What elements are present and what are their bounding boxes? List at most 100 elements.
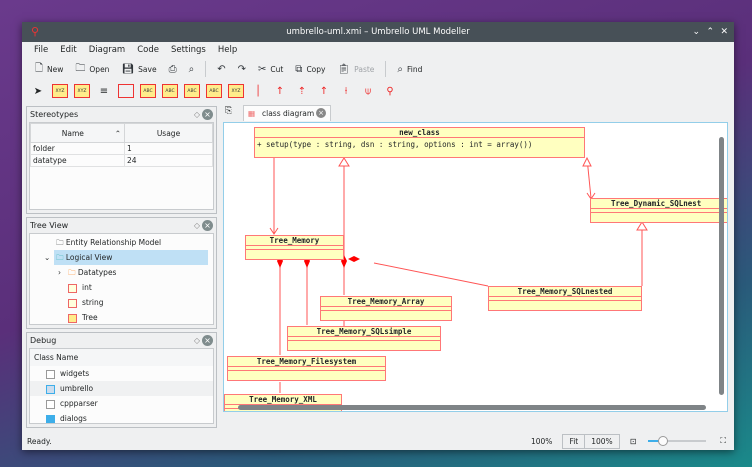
status-text: Ready. [27,436,52,446]
sort-icon: ⌃ [114,128,121,138]
fit-button[interactable]: Fit [562,433,586,449]
enum-icon[interactable]: ABC [184,84,200,98]
menu-diagram[interactable]: Diagram [88,45,126,55]
checkbox[interactable] [46,369,55,379]
tree-item-string[interactable]: string [30,295,213,310]
redo-icon: ↷ [237,63,246,75]
paste-button[interactable]: 📋︎ Paste [337,63,375,75]
debug-item-umbrello[interactable]: umbrello [30,381,213,396]
menu-help[interactable]: Help [217,45,238,55]
print-preview-button[interactable]: ⌕ [184,59,200,79]
diagram-canvas[interactable]: new_class + setup(type : string, dsn : st… [223,122,728,412]
class-tree-memory-sqlsimple[interactable]: Tree_Memory_SQLsimple [287,326,441,351]
checkbox[interactable] [46,399,55,409]
horizontal-scrollbar[interactable] [238,405,706,410]
box-icon[interactable] [118,84,134,98]
select-arrow-icon[interactable]: ➤ [33,85,43,97]
debug-dock: Debug ◇ × Class Name widgets umbrello cppp… [26,332,217,428]
float-icon[interactable]: ◇ [193,110,200,119]
class-tree-dynamic-sqlnested[interactable]: Tree_Dynamic_SQLnest [590,198,727,223]
class-icon[interactable]: XYZ [52,84,68,98]
checkbox[interactable] [46,384,55,394]
class-new-class[interactable]: new_class + setup(type : string, dsn : st… [254,127,585,158]
interface-icon[interactable]: ABC [140,84,156,98]
close-window-icon[interactable]: ✕ [720,27,728,37]
main-window: ⚲ umbrello-uml.xmi – Umbrello UML Modell… [22,22,734,450]
aggregation-icon[interactable]: ⍿ [344,85,348,97]
maximize-icon[interactable]: ⌃ [706,27,714,37]
table-row[interactable]: folder 1 [30,142,213,155]
composition-icon[interactable]: ⍦ [365,85,371,97]
menu-file[interactable]: File [34,45,49,55]
main-toolbar: 🗋 New 🗀 Open 💾︎ Save ⎙ ⌕ ↶ ↷ ✂ Cut ⧉ Copy 📋︎ P… [22,58,734,80]
close-dock-icon[interactable]: × [202,220,213,231]
close-tab-icon[interactable]: × [316,108,326,118]
datatype-icon[interactable]: ABC [162,84,178,98]
tree-item-int[interactable]: int [30,280,213,295]
expand-icon[interactable]: ⌄ [44,253,51,262]
undo-button[interactable]: ↶ [212,59,230,79]
tree-item-logical-view[interactable]: ⌄ 🗀 Logical View [44,250,208,265]
datatype-icon [68,298,77,308]
debug-item-cppparser[interactable]: cppparser [30,396,213,411]
menu-code[interactable]: Code [137,45,159,55]
debug-item-dialogs[interactable]: dialogs [30,411,213,423]
vertical-scrollbar[interactable] [719,137,724,395]
find-button[interactable]: ⌕ Find [397,63,423,75]
text-icon[interactable]: ≡ [99,85,109,97]
menu-edit[interactable]: Edit [60,45,77,55]
column-usage[interactable]: Usage [124,123,213,143]
new-button[interactable]: 🗋 New [30,59,68,79]
folder-icon: 🗀 [75,62,86,74]
debug-item-widgets[interactable]: widgets [30,366,213,381]
class-tree-memory-array[interactable]: Tree_Memory_Array [320,296,452,321]
generalization-arrow [636,221,648,231]
close-dock-icon[interactable]: × [202,109,213,120]
package-icon[interactable]: XYZ [74,84,90,98]
containment-icon[interactable]: ⚲ [386,85,394,97]
class-tree-memory-filesystem[interactable]: Tree_Memory_Filesystem [227,356,386,381]
float-icon[interactable]: ◇ [193,221,200,230]
save-icon: 💾︎ [121,63,135,75]
tree-item-tree[interactable]: Tree [30,310,213,324]
class-tree-memory[interactable]: Tree_Memory [245,235,344,260]
dependency-icon[interactable]: ↑ [319,85,329,97]
float-icon[interactable]: ◇ [193,336,200,345]
zoom-slider[interactable] [648,436,707,446]
diagram-toolbar: ➤ XYZ XYZ ≡ ABC ABC ABC ABC XYZ │ ↑ ⇡ ↑ … [22,80,734,102]
tree-view-title: Tree View [30,221,69,230]
new-tab-icon[interactable]: ⎘ [225,106,233,116]
zoom-100-button[interactable]: 100% [585,433,620,449]
table-row[interactable]: datatype 24 [30,154,213,167]
generalization-icon[interactable]: ↑ [275,85,285,97]
cut-button[interactable]: ✂ Cut [257,63,284,75]
print-button[interactable]: ⎙ [164,59,182,79]
class-tree-memory-sqlnested[interactable]: Tree_Memory_SQLnested [488,286,642,311]
association-icon[interactable]: │ [254,85,262,97]
template-icon[interactable]: XYZ [228,84,244,98]
close-dock-icon[interactable]: × [202,335,213,346]
entity-icon[interactable]: ABC [206,84,222,98]
redo-button[interactable]: ↷ [233,59,251,79]
tree-item-entity-relationship-model[interactable]: 🗀 Entity Relationship Model [56,238,162,247]
scissors-icon: ✂ [257,63,267,75]
fullscreen-icon[interactable]: ⛶ [720,436,726,445]
column-class-name[interactable]: Class Name [30,349,213,366]
copy-button[interactable]: ⧉ Copy [295,63,326,75]
folder-icon: 🗀 [56,238,66,247]
save-button[interactable]: 💾︎ Save [121,63,157,75]
menu-bar: File Edit Diagram Code Settings Help [22,42,734,58]
window-title: umbrello-uml.xmi – Umbrello UML Modeller [286,27,470,37]
tab-class-diagram[interactable]: ▦ class diagram × [243,105,331,121]
menu-settings[interactable]: Settings [170,45,206,55]
minimize-icon[interactable]: ⌄ [692,27,700,37]
checkbox[interactable] [46,414,55,423]
tree-item-datatypes[interactable]: › 🗀 Datatypes [30,265,213,280]
generalization-arrow [582,156,592,167]
realization-icon[interactable]: ⇡ [297,85,307,97]
zoom-fit-icon[interactable]: ⊡ [629,436,637,446]
collapse-icon[interactable]: › [58,268,61,277]
diagram-area: ⎘ ▦ class diagram × new_class + setup(type … [221,102,729,432]
column-name[interactable]: Name ⌃ [30,123,125,143]
open-button[interactable]: 🗀 Open [70,59,114,79]
